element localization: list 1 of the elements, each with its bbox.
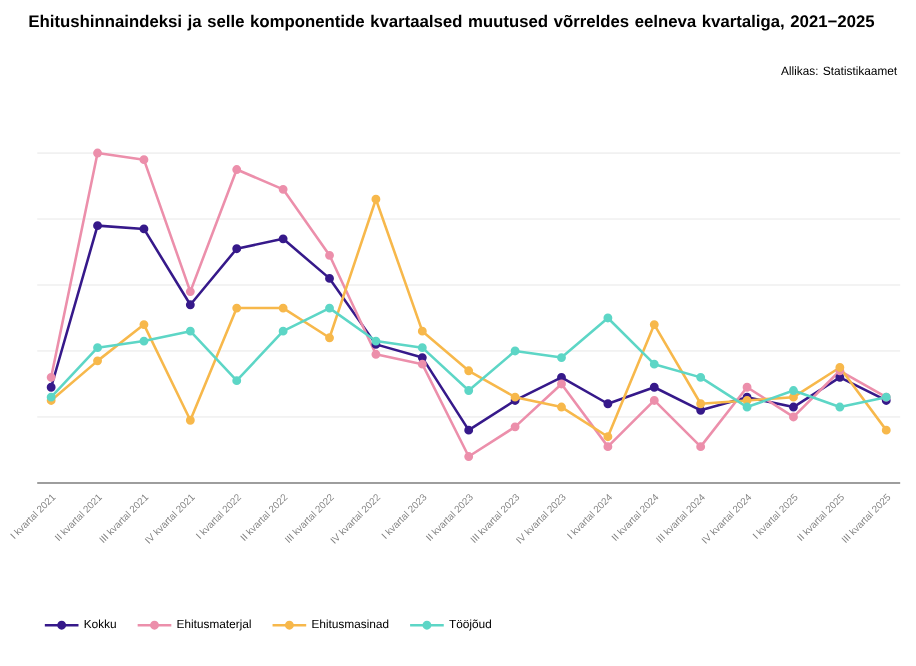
chart-title: Ehitushinnaindeksi ja selle komponentide kvartaalsed muutused võrreldes eelneva kvartaliga, 2021−2025: [29, 15, 875, 32]
